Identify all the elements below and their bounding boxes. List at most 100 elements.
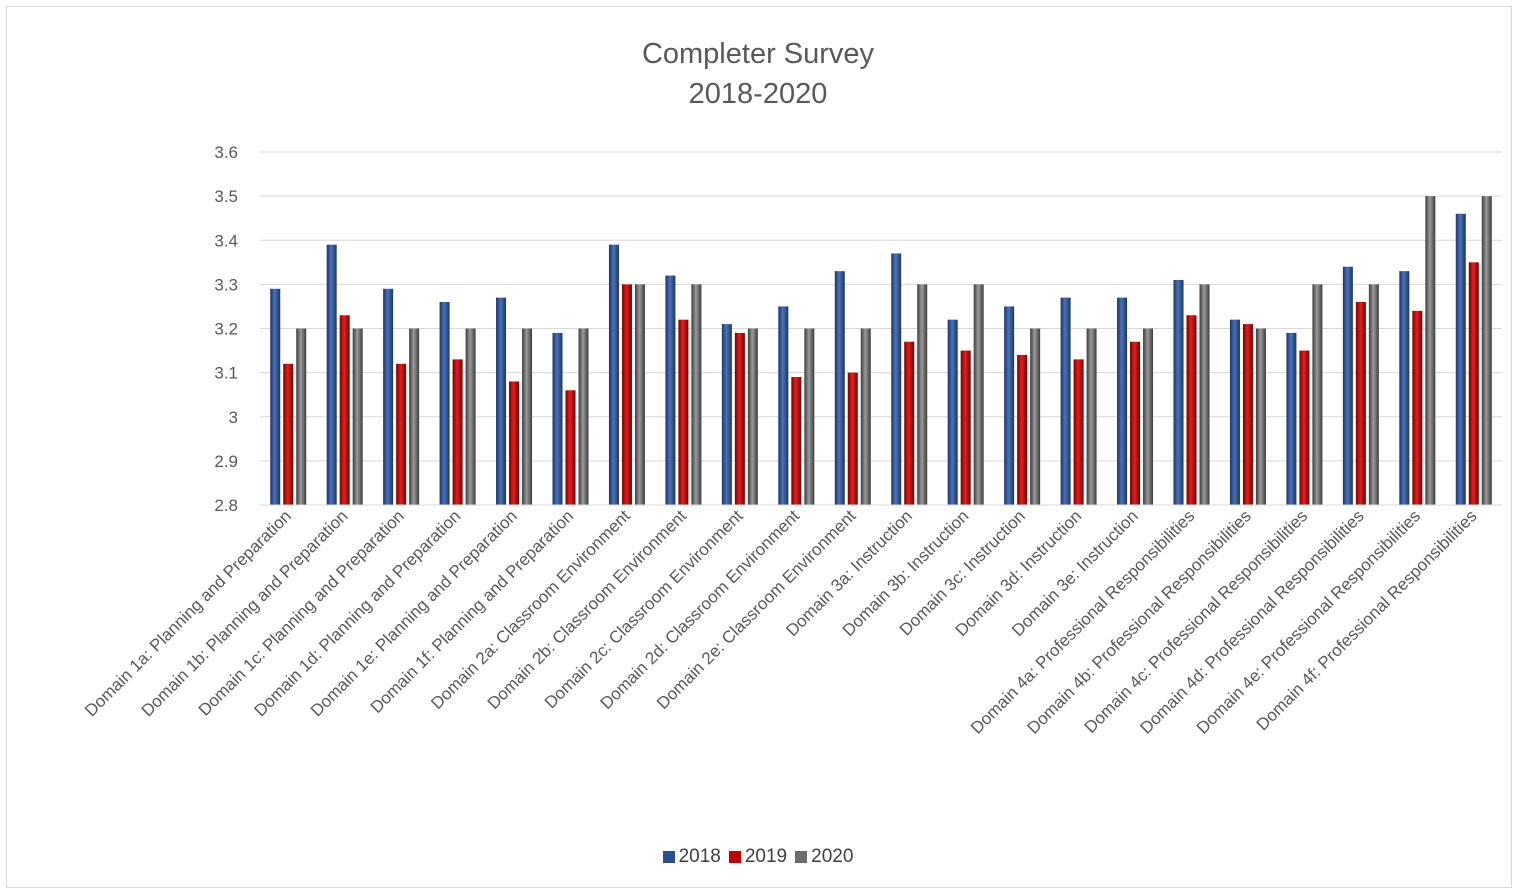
bar-2020-2 bbox=[352, 328, 363, 505]
x-axis-labels: Domain 1a: Planning and PreparationDomai… bbox=[81, 506, 1480, 737]
x-tick-label: Domain 1f: Planning and Preparation bbox=[367, 506, 578, 717]
bar-2019-8 bbox=[678, 319, 689, 505]
chart-title-block: Completer Survey 2018-2020 bbox=[0, 34, 1516, 114]
bar-2019-20 bbox=[1355, 302, 1366, 505]
bar-2018-3 bbox=[383, 288, 394, 505]
bar-2020-13 bbox=[973, 284, 984, 505]
x-tick-label: Domain 1e: Planning and Preparation bbox=[307, 506, 521, 720]
bar-2019-3 bbox=[396, 363, 407, 505]
x-tick-label: Domain 2b: Classroom Environment bbox=[484, 506, 691, 713]
y-axis-ticks: 2.8 2.9 3 3.1 3.2 3.3 3.4 3.5 3.6 bbox=[214, 143, 238, 515]
legend-label: 2018 bbox=[678, 846, 721, 867]
legend-swatch bbox=[662, 851, 675, 863]
legend-item-2020: 2020 bbox=[795, 846, 853, 868]
bar-2019-17 bbox=[1186, 315, 1197, 505]
bar-2020-6 bbox=[578, 328, 589, 505]
y-tick-label: 3.4 bbox=[214, 231, 238, 250]
x-tick-label: Domain 2e: Classroom Environment bbox=[653, 506, 860, 713]
bar-2020-20 bbox=[1368, 284, 1379, 505]
chart-title: Completer Survey bbox=[641, 38, 875, 70]
bar-2019-2 bbox=[339, 315, 350, 505]
bar-2019-21 bbox=[1412, 310, 1423, 505]
x-tick-label: Domain 1d: Planning and Preparation bbox=[250, 506, 464, 720]
bar-2020-11 bbox=[860, 328, 871, 505]
bar-2020-1 bbox=[296, 328, 307, 505]
y-tick-label: 2.9 bbox=[214, 452, 238, 471]
bar-2018-2 bbox=[326, 244, 337, 505]
y-tick-label: 3.3 bbox=[214, 275, 238, 294]
bar-2020-19 bbox=[1312, 284, 1323, 505]
bar-2018-11 bbox=[834, 271, 845, 505]
bar-2020-10 bbox=[804, 328, 815, 505]
bar-2020-22 bbox=[1481, 196, 1492, 505]
bar-2019-12 bbox=[904, 341, 915, 505]
bar-2018-19 bbox=[1286, 332, 1297, 505]
bar-2019-18 bbox=[1242, 324, 1253, 505]
bar-2019-16 bbox=[1130, 341, 1141, 505]
bar-2020-4 bbox=[465, 328, 476, 505]
bar-2018-6 bbox=[552, 332, 563, 505]
bar-2020-9 bbox=[747, 328, 758, 505]
bar-2020-8 bbox=[691, 284, 702, 505]
bar-2018-1 bbox=[270, 288, 281, 505]
bar-2018-14 bbox=[1004, 306, 1015, 505]
y-tick-label: 3.5 bbox=[214, 187, 238, 206]
bar-2018-9 bbox=[721, 324, 732, 505]
bar-2018-7 bbox=[608, 244, 619, 505]
bar-2019-15 bbox=[1073, 359, 1084, 505]
bar-2020-21 bbox=[1425, 196, 1436, 505]
bar-2020-7 bbox=[634, 284, 645, 505]
bar-2018-5 bbox=[496, 297, 507, 505]
bar-2019-6 bbox=[565, 390, 576, 505]
bar-2020-5 bbox=[522, 328, 533, 505]
y-tick-label: 3.6 bbox=[214, 143, 238, 162]
x-tick-label: Domain 2c: Classroom Environment bbox=[541, 506, 747, 712]
bar-2019-4 bbox=[452, 359, 463, 505]
legend-item-2018: 2018 bbox=[662, 846, 721, 868]
bar-2020-12 bbox=[917, 284, 928, 505]
bar-2019-13 bbox=[960, 350, 971, 505]
bar-2018-17 bbox=[1173, 279, 1184, 505]
bar-2020-14 bbox=[1030, 328, 1041, 505]
bars bbox=[270, 196, 1492, 505]
x-tick-label: Domain 2a: Classroom Environment bbox=[427, 506, 634, 713]
bar-2020-3 bbox=[409, 328, 420, 505]
y-tick-label: 3.1 bbox=[214, 364, 238, 383]
bar-2018-13 bbox=[947, 319, 958, 505]
x-tick-label: Domain 2d: Classroom Environment bbox=[597, 506, 804, 713]
x-tick-label: Domain 1c: Planning and Preparation bbox=[195, 506, 408, 719]
bar-2018-12 bbox=[891, 253, 902, 505]
bar-2020-16 bbox=[1143, 328, 1154, 505]
bar-2018-18 bbox=[1229, 319, 1240, 505]
chart-subtitle: 2018-2020 bbox=[688, 78, 828, 110]
bar-2019-19 bbox=[1299, 350, 1310, 505]
bar-2019-7 bbox=[621, 284, 632, 505]
y-tick-label: 3 bbox=[229, 408, 238, 427]
bar-2020-15 bbox=[1086, 328, 1097, 505]
bar-2019-14 bbox=[1017, 354, 1028, 505]
bar-2018-10 bbox=[778, 306, 789, 505]
legend: 2018 2019 2020 bbox=[0, 846, 1516, 869]
bar-2018-4 bbox=[439, 302, 450, 505]
bar-2019-9 bbox=[734, 332, 745, 505]
bar-2018-20 bbox=[1342, 266, 1353, 505]
bar-2018-21 bbox=[1399, 271, 1410, 505]
bar-2019-11 bbox=[847, 372, 858, 505]
legend-label: 2019 bbox=[744, 846, 788, 867]
bar-2020-17 bbox=[1199, 284, 1210, 505]
bar-2019-1 bbox=[283, 363, 294, 505]
y-tick-label: 3.2 bbox=[214, 320, 238, 339]
legend-swatch bbox=[795, 851, 808, 863]
bar-2020-18 bbox=[1255, 328, 1266, 505]
bar-2018-22 bbox=[1455, 213, 1466, 505]
x-tick-label: Domain 1b: Planning and Preparation bbox=[138, 506, 352, 720]
legend-label: 2020 bbox=[811, 846, 854, 867]
bar-2019-22 bbox=[1468, 262, 1479, 505]
x-tick-label: Domain 1a: Planning and Preparation bbox=[81, 506, 295, 720]
legend-swatch bbox=[728, 851, 741, 863]
bar-2019-10 bbox=[791, 377, 802, 505]
bar-2019-5 bbox=[509, 381, 520, 505]
bar-2018-16 bbox=[1117, 297, 1128, 505]
legend-item-2019: 2019 bbox=[728, 846, 788, 868]
